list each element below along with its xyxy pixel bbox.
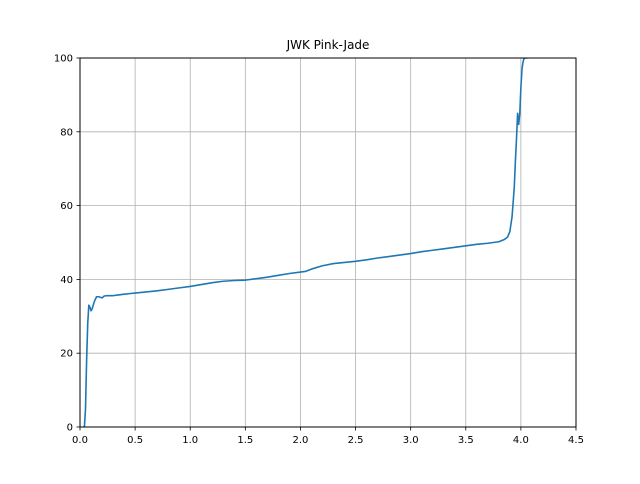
series-group xyxy=(83,58,528,427)
x-axis: 0.0 0.5 1.0 1.5 2.0 2.5 3.0 3.5 4.0 4.5 xyxy=(72,427,584,446)
y-tick-label: 0 xyxy=(67,423,73,434)
y-tick-label: 40 xyxy=(60,275,73,286)
y-tick-label: 100 xyxy=(54,54,73,65)
chart-title: JWK Pink-Jade xyxy=(286,38,370,52)
x-tick-label: 1.0 xyxy=(182,435,198,446)
x-tick-label: 0.5 xyxy=(127,435,143,446)
x-tick-label: 3.5 xyxy=(458,435,474,446)
y-tick-label: 80 xyxy=(60,127,73,138)
grid-lines xyxy=(79,57,577,428)
x-tick-label: 1.5 xyxy=(237,435,253,446)
axes-frame xyxy=(79,57,577,428)
x-tick-label: 4.5 xyxy=(568,435,584,446)
y-axis: 0 20 40 60 80 100 xyxy=(54,54,80,434)
y-tick-label: 20 xyxy=(60,349,73,360)
x-tick-label: 2.0 xyxy=(292,435,308,446)
series-line-0 xyxy=(83,58,528,427)
x-tick-label: 2.5 xyxy=(348,435,364,446)
x-tick-label: 3.0 xyxy=(403,435,419,446)
y-tick-label: 60 xyxy=(60,201,73,212)
x-tick-label: 0.0 xyxy=(72,435,88,446)
x-tick-label: 4.0 xyxy=(513,435,529,446)
